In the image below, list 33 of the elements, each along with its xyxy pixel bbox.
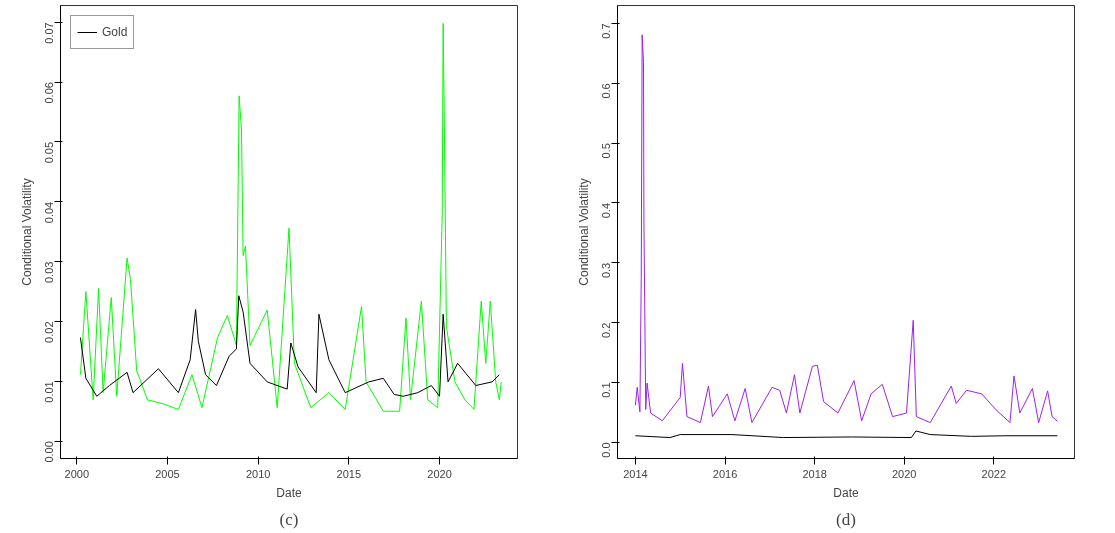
- x-tick-label: 2022: [981, 467, 1007, 480]
- y-tick-label: 0.00: [43, 441, 56, 463]
- y-tick-label: 0.07: [43, 22, 56, 44]
- x-tick-label: 2018: [802, 467, 827, 480]
- y-tick-label: 0.2: [600, 322, 613, 338]
- y-tick-label: 0.4: [600, 202, 613, 219]
- y-tick-label: 0.3: [600, 262, 613, 279]
- y-tick-label: 0.7: [600, 23, 613, 39]
- x-tick-label: 2005: [155, 467, 180, 480]
- text: (c): [279, 509, 299, 529]
- y-tick-label: 0.02: [43, 321, 56, 343]
- x-axis-title: Date: [833, 485, 859, 500]
- legend-label: Gold: [102, 25, 128, 39]
- y-axis-title: Conditional Volatility: [19, 178, 34, 286]
- y-tick-label: 0.01: [43, 381, 56, 403]
- x-axis-title: Date: [276, 485, 302, 500]
- y-axis-title: Conditional Volatility: [576, 178, 591, 286]
- x-tick-label: 2020: [427, 467, 452, 480]
- x-tick-label: 2015: [336, 467, 362, 480]
- x-tick-label: 2020: [892, 467, 917, 480]
- y-tick-label: 0.5: [600, 143, 613, 159]
- x-tick-label: 2014: [623, 467, 648, 480]
- text: (d): [836, 509, 856, 529]
- x-tick-label: 2010: [245, 467, 271, 480]
- y-tick-label: 0.06: [43, 82, 56, 104]
- x-tick-label: 2000: [64, 467, 90, 480]
- y-tick-label: 0.03: [43, 261, 56, 284]
- x-tick-label: 2016: [712, 467, 738, 480]
- y-tick-label: 0.04: [43, 201, 56, 224]
- y-tick-label: 0.6: [600, 83, 613, 99]
- y-tick-label: 0.05: [43, 141, 56, 164]
- y-tick-label: 0.0: [600, 442, 613, 458]
- y-tick-label: 0.1: [600, 382, 613, 398]
